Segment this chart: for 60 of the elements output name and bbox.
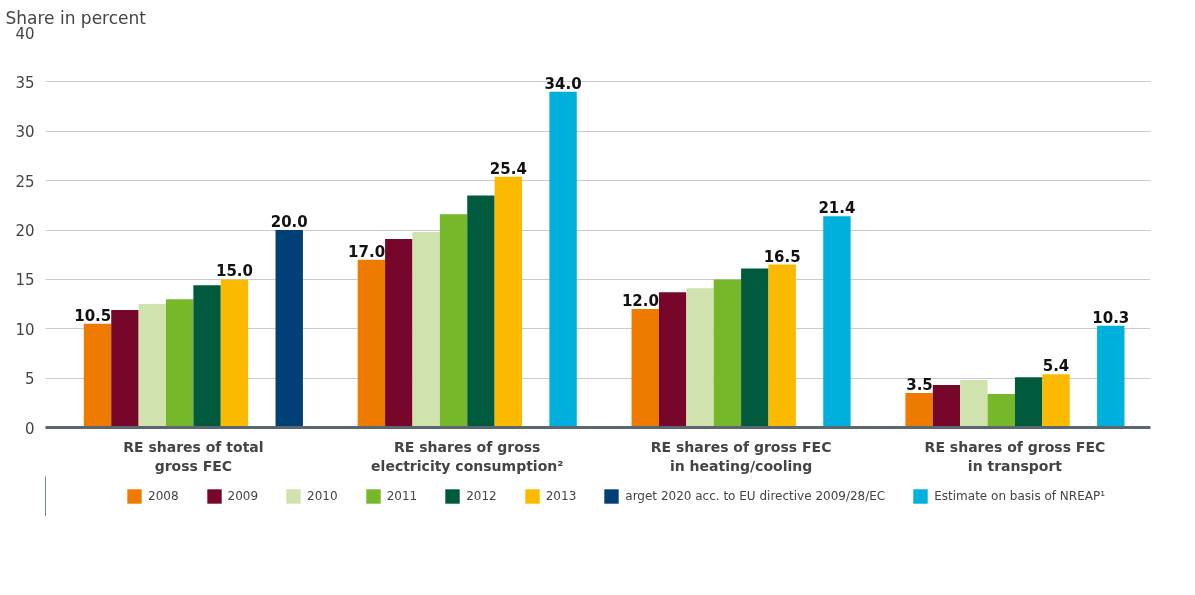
bar <box>385 238 413 428</box>
bar <box>631 309 659 428</box>
bar <box>658 292 687 428</box>
bar <box>905 392 933 428</box>
bar <box>275 230 303 428</box>
data-label: 16.5 <box>763 247 801 266</box>
bar <box>220 279 249 428</box>
y-tick-label: 10 <box>15 320 35 339</box>
bar <box>111 309 139 428</box>
x-tick-label: RE shares of gross FEC in heating/cooling <box>650 438 832 474</box>
x-tick-label: RE shares of gross electricity consumption² <box>371 438 564 474</box>
bar <box>467 195 495 428</box>
data-label: 17.0 <box>348 242 386 261</box>
bar <box>1014 377 1043 428</box>
legend-label: 2010 <box>307 489 338 503</box>
bar <box>713 279 742 428</box>
bar <box>1097 325 1125 428</box>
x-tick-label: RE shares of total gross FEC <box>123 438 264 474</box>
data-label: 20.0 <box>270 213 308 231</box>
x-tick-label: RE shares of gross FEC in transport <box>924 438 1106 474</box>
y-tick-label: 20 <box>15 222 35 240</box>
bar <box>932 385 961 428</box>
data-label: 3.5 <box>906 375 933 394</box>
bar <box>494 176 523 428</box>
y-tick-label: 0 <box>24 419 35 438</box>
legend-label: 2012 <box>466 489 497 503</box>
data-label: 34.0 <box>544 74 582 93</box>
bar <box>412 231 440 428</box>
bar <box>960 380 988 428</box>
legend-label: arget 2020 acc. to EU directive 2009/28/EC <box>625 489 886 503</box>
data-label: 10.5 <box>74 306 112 325</box>
bar <box>193 285 221 428</box>
bar <box>1042 374 1070 428</box>
bar <box>686 288 714 428</box>
data-label: 25.4 <box>489 159 527 178</box>
bar <box>166 299 194 428</box>
data-label: 5.4 <box>1042 357 1070 376</box>
legend-label: 2008 <box>148 489 179 503</box>
bar <box>439 214 468 428</box>
bar <box>987 393 1015 428</box>
legend-label: Estimate on basis of NREAP¹ <box>934 489 1105 503</box>
data-label: 21.4 <box>818 199 856 218</box>
data-label: 12.0 <box>621 292 659 310</box>
y-tick-label: 5 <box>24 370 35 389</box>
bar <box>768 264 796 428</box>
bar <box>357 259 386 428</box>
legend-label: 2011 <box>386 489 418 503</box>
y-tick-label: 30 <box>15 123 35 142</box>
bar <box>138 304 166 428</box>
legend-label: 2013 <box>545 489 577 503</box>
bar <box>741 268 769 428</box>
y-tick-label: 15 <box>15 271 35 290</box>
data-label: 10.3 <box>1092 308 1130 327</box>
y-tick-label: 35 <box>15 73 35 92</box>
data-label: 15.0 <box>215 262 253 281</box>
bar <box>83 323 112 428</box>
y-tick-label: 25 <box>15 172 35 191</box>
bar <box>549 91 577 428</box>
bar <box>823 216 851 428</box>
legend-label: 2009 <box>227 489 259 503</box>
